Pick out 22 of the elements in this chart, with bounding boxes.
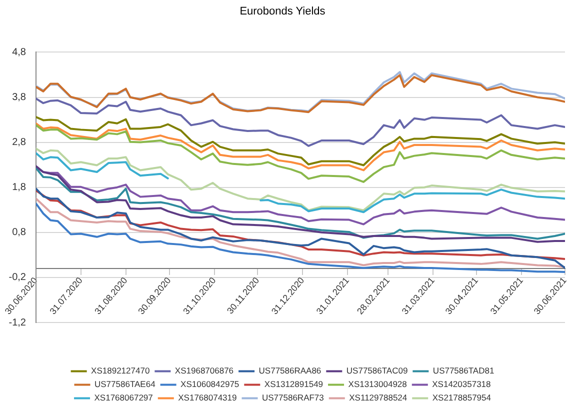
legend-label: XS1968706876 bbox=[174, 366, 234, 376]
legend-label: XS1768074319 bbox=[178, 392, 238, 403]
y-tick-label: 0,8 bbox=[12, 227, 26, 238]
y-tick-label: 4,8 bbox=[12, 46, 26, 58]
legend-label: XS1312891549 bbox=[264, 379, 324, 390]
legend-label: US77586RAA86 bbox=[258, 366, 322, 376]
legend-label: XS1060842975 bbox=[180, 379, 240, 390]
legend-label: US77586TAE64 bbox=[94, 379, 156, 390]
legend-label: XS2178857954 bbox=[432, 392, 492, 403]
chart-title: Eurobonds Yields bbox=[240, 6, 326, 18]
y-tick-label: 2,8 bbox=[12, 137, 26, 148]
legend-label: XS1768067297 bbox=[94, 392, 154, 403]
y-tick-label: 3,8 bbox=[12, 92, 26, 103]
legend-label: XS1313004928 bbox=[348, 379, 408, 390]
y-tick-label: -1,2 bbox=[8, 317, 26, 328]
legend-label: US77586TAD81 bbox=[432, 366, 494, 376]
legend-label: US77586TAC09 bbox=[346, 366, 408, 376]
legend-label: XS1129788524 bbox=[349, 392, 408, 403]
legend-label: XS1420357318 bbox=[432, 379, 492, 390]
legend-label: US77586RAF73 bbox=[262, 392, 324, 403]
y-tick-label: 1,8 bbox=[12, 182, 26, 194]
legend-label: XS1892127470 bbox=[91, 366, 150, 376]
